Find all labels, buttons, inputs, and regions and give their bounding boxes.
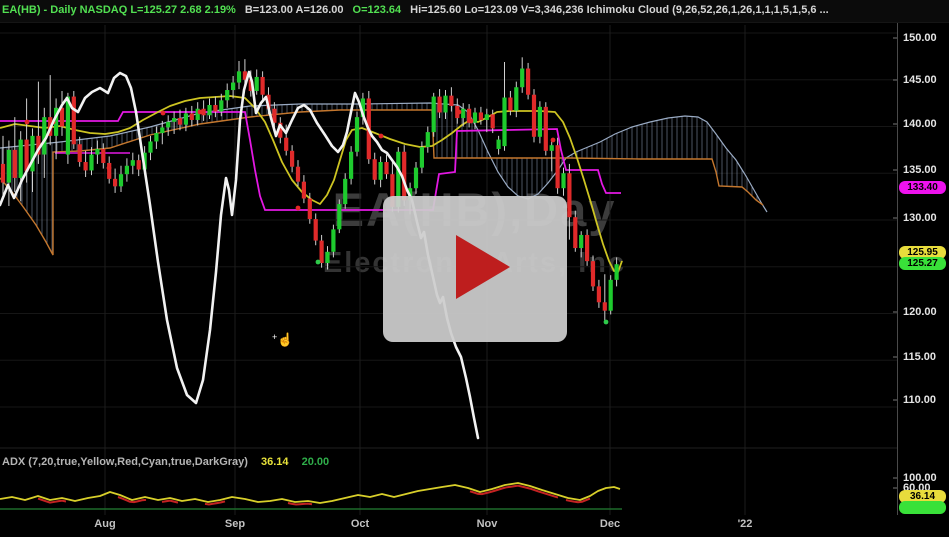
adx-study-label: ADX (7,20,true,Yellow,Red,Cyan,true,Dark… <box>2 456 248 468</box>
month-label: Aug <box>94 518 116 530</box>
quote-segment: O=123.64 <box>352 4 402 16</box>
quote-bar: EA(HB) - Daily NASDAQ L=125.27 2.68 2.19… <box>0 0 949 23</box>
month-label: '22 <box>737 518 753 530</box>
price-axis-label: 120.00 <box>903 306 937 318</box>
quote-segment: EA(HB) - Daily NASDAQ L=125.27 2.68 2.19… <box>2 4 236 16</box>
quote-segment: Hi=125.60 Lo=123.09 V=3,346,236 Ichimoku… <box>410 4 829 16</box>
price-axis-label: 110.00 <box>903 394 937 406</box>
month-label: Oct <box>350 518 370 530</box>
month-label: Nov <box>476 518 498 530</box>
month-label: Sep <box>224 518 246 530</box>
price-badge: 36.14 <box>899 490 946 503</box>
adx-threshold: 20.00 <box>301 456 330 468</box>
time-axis: Aug Sep Oct Nov Dec '22 <box>0 515 949 537</box>
price-badge: 133.40 <box>899 181 946 194</box>
play-button[interactable] <box>383 196 567 342</box>
price-axis-label: 130.00 <box>903 212 937 224</box>
price-axis-label: 100.00 <box>903 472 937 484</box>
price-axis-label: 135.00 <box>903 164 937 176</box>
adx-study-row: ADX (7,20,true,Yellow,Red,Cyan,true,Dark… <box>2 456 339 468</box>
price-axis-label: 145.00 <box>903 74 937 86</box>
price-axis-label: 115.00 <box>903 351 937 363</box>
price-axis-label: 140.00 <box>903 118 937 130</box>
quote-segment: B=123.00 A=126.00 <box>244 4 344 16</box>
price-axis-label: 150.00 <box>903 32 937 44</box>
month-label: Dec <box>599 518 621 530</box>
price-badge: 125.27 <box>899 257 946 270</box>
price-badge: 125.95 <box>899 246 946 259</box>
play-icon <box>456 235 510 299</box>
price-axis: 150.00 145.00 140.00 135.00 130.00 120.00 115.… <box>897 22 949 515</box>
price-badge <box>899 501 946 514</box>
adx-value: 36.14 <box>261 456 289 468</box>
